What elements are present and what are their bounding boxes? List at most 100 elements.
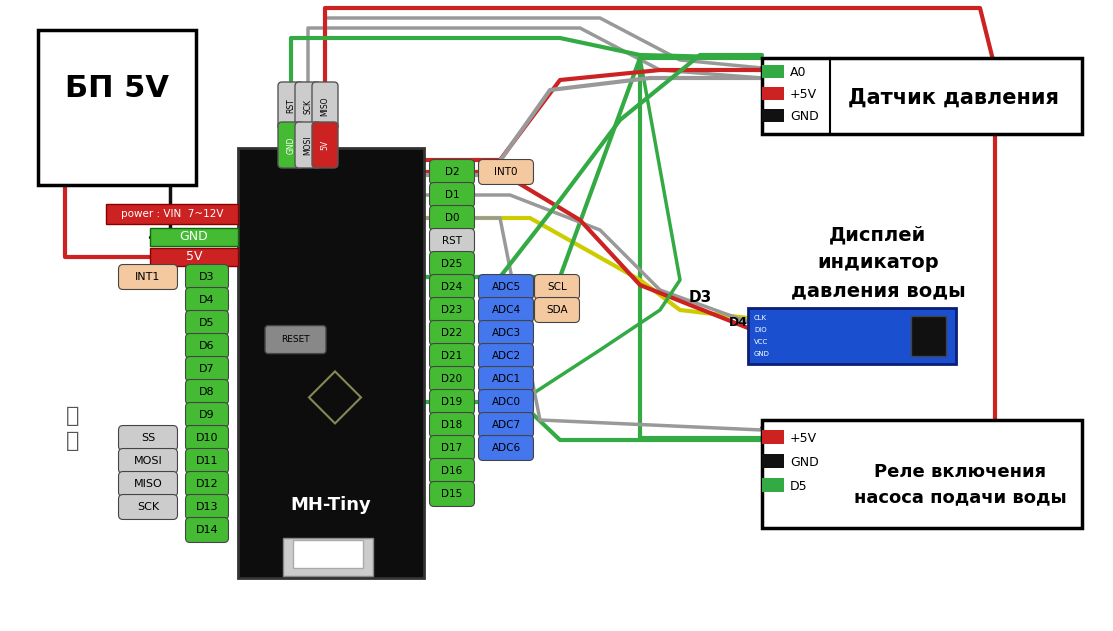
Text: MISO: MISO bbox=[321, 97, 329, 115]
Text: RST: RST bbox=[442, 236, 462, 246]
Text: VCC: VCC bbox=[754, 339, 768, 345]
FancyBboxPatch shape bbox=[118, 495, 177, 519]
Text: D21: D21 bbox=[442, 351, 463, 361]
Text: D22: D22 bbox=[442, 328, 463, 338]
FancyBboxPatch shape bbox=[186, 449, 228, 473]
Text: D13: D13 bbox=[196, 502, 218, 512]
Text: БП 5V: БП 5V bbox=[65, 74, 169, 103]
Text: D3: D3 bbox=[688, 290, 711, 305]
FancyBboxPatch shape bbox=[186, 517, 228, 543]
FancyBboxPatch shape bbox=[430, 413, 474, 437]
Text: D20: D20 bbox=[442, 374, 463, 384]
Text: D4: D4 bbox=[199, 295, 215, 305]
Text: D2: D2 bbox=[445, 167, 460, 177]
Text: D12: D12 bbox=[196, 479, 218, 489]
Text: RST: RST bbox=[286, 98, 295, 114]
Bar bbox=[748, 308, 956, 364]
Text: GND: GND bbox=[754, 351, 770, 357]
Text: SCK: SCK bbox=[137, 502, 159, 512]
Text: D10: D10 bbox=[196, 433, 218, 443]
Text: ADC2: ADC2 bbox=[492, 351, 521, 361]
FancyBboxPatch shape bbox=[534, 274, 580, 300]
Text: D25: D25 bbox=[442, 259, 463, 269]
Text: SCL: SCL bbox=[548, 282, 567, 292]
Bar bbox=[912, 316, 946, 356]
Text: SDA: SDA bbox=[546, 305, 568, 315]
Text: D11: D11 bbox=[196, 456, 218, 466]
FancyBboxPatch shape bbox=[186, 495, 228, 519]
FancyBboxPatch shape bbox=[430, 481, 474, 507]
Text: ADC7: ADC7 bbox=[492, 420, 521, 430]
Text: ADC6: ADC6 bbox=[492, 443, 521, 453]
Bar bbox=[762, 420, 1082, 528]
FancyBboxPatch shape bbox=[186, 471, 228, 497]
FancyBboxPatch shape bbox=[430, 389, 474, 415]
Text: MOSI: MOSI bbox=[134, 456, 162, 466]
FancyBboxPatch shape bbox=[479, 435, 533, 461]
Text: GND: GND bbox=[790, 456, 819, 468]
Text: ⎍: ⎍ bbox=[67, 431, 80, 451]
FancyBboxPatch shape bbox=[430, 274, 474, 300]
Text: power : VIN  7~12V: power : VIN 7~12V bbox=[120, 209, 224, 219]
FancyBboxPatch shape bbox=[278, 82, 304, 130]
Text: ADC0: ADC0 bbox=[492, 397, 521, 407]
Text: SS: SS bbox=[141, 433, 155, 443]
Text: Датчик давления: Датчик давления bbox=[848, 88, 1060, 108]
Text: D23: D23 bbox=[442, 305, 463, 315]
Bar bbox=[762, 430, 784, 444]
FancyBboxPatch shape bbox=[186, 310, 228, 336]
Text: GND: GND bbox=[790, 110, 819, 122]
Text: RESET: RESET bbox=[280, 335, 309, 344]
Text: +5V: +5V bbox=[790, 88, 817, 100]
Text: +5V: +5V bbox=[790, 432, 817, 444]
Text: MISO: MISO bbox=[134, 479, 162, 489]
Text: 5V: 5V bbox=[321, 140, 329, 150]
FancyBboxPatch shape bbox=[479, 413, 533, 437]
Text: D8: D8 bbox=[199, 387, 215, 397]
Bar bbox=[238, 148, 424, 578]
Text: GND: GND bbox=[179, 230, 208, 244]
Bar bbox=[293, 540, 363, 568]
Text: ADC5: ADC5 bbox=[492, 282, 521, 292]
Text: ADC1: ADC1 bbox=[492, 374, 521, 384]
FancyBboxPatch shape bbox=[430, 459, 474, 483]
Text: ADC4: ADC4 bbox=[492, 305, 521, 315]
Bar bbox=[38, 30, 196, 185]
Text: D3: D3 bbox=[199, 272, 215, 282]
Text: GND: GND bbox=[286, 136, 295, 154]
FancyBboxPatch shape bbox=[430, 298, 474, 322]
FancyBboxPatch shape bbox=[118, 449, 177, 473]
FancyBboxPatch shape bbox=[430, 435, 474, 461]
Text: 5V: 5V bbox=[186, 251, 203, 264]
Bar bbox=[762, 454, 784, 468]
Text: INT0: INT0 bbox=[494, 167, 518, 177]
Text: INT1: INT1 bbox=[136, 272, 160, 282]
Text: CLK: CLK bbox=[754, 315, 767, 321]
FancyBboxPatch shape bbox=[186, 264, 228, 290]
FancyBboxPatch shape bbox=[534, 298, 580, 322]
FancyBboxPatch shape bbox=[295, 82, 321, 130]
Text: Реле включения
насоса подачи воды: Реле включения насоса подачи воды bbox=[854, 463, 1066, 506]
Text: D17: D17 bbox=[442, 443, 463, 453]
FancyBboxPatch shape bbox=[295, 122, 321, 168]
FancyBboxPatch shape bbox=[186, 403, 228, 427]
FancyBboxPatch shape bbox=[430, 228, 474, 254]
FancyBboxPatch shape bbox=[430, 182, 474, 208]
FancyBboxPatch shape bbox=[430, 367, 474, 391]
Text: D18: D18 bbox=[442, 420, 463, 430]
Text: D19: D19 bbox=[442, 397, 463, 407]
FancyBboxPatch shape bbox=[278, 122, 304, 168]
FancyBboxPatch shape bbox=[479, 367, 533, 391]
FancyBboxPatch shape bbox=[186, 425, 228, 451]
FancyBboxPatch shape bbox=[186, 288, 228, 312]
Text: MH-Tiny: MH-Tiny bbox=[290, 496, 372, 514]
FancyBboxPatch shape bbox=[118, 264, 177, 290]
FancyBboxPatch shape bbox=[186, 379, 228, 404]
FancyBboxPatch shape bbox=[186, 334, 228, 358]
Bar bbox=[150, 228, 238, 246]
Text: D1: D1 bbox=[445, 190, 460, 200]
Text: D5: D5 bbox=[790, 480, 808, 493]
Bar bbox=[762, 478, 784, 492]
Bar bbox=[762, 65, 784, 78]
FancyBboxPatch shape bbox=[265, 326, 326, 353]
